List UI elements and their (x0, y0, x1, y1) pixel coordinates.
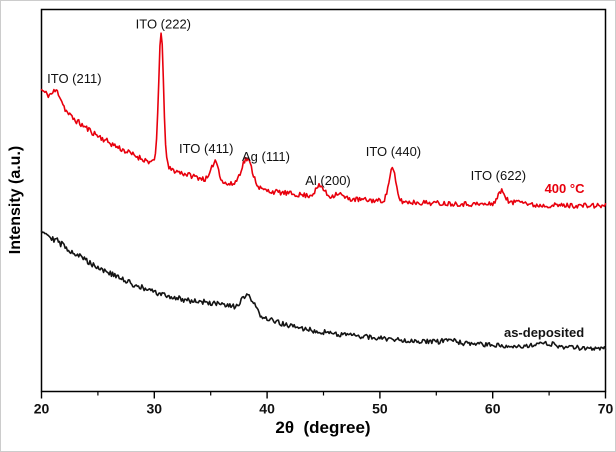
x-tick-label: 20 (34, 401, 50, 417)
peak-label-ito-411: ITO (411) (179, 141, 233, 156)
x-axis-title: 2θ (degree) (275, 418, 371, 437)
peak-label-ito-440: ITO (440) (366, 144, 421, 159)
series-label-as-deposited: as-deposited (504, 325, 584, 340)
series-label-400-c: 400 °C (545, 181, 586, 196)
x-tick-label: 30 (147, 401, 163, 417)
x-tick-label: 40 (259, 401, 275, 417)
peak-label-ito-211: ITO (211) (47, 71, 101, 86)
peak-label-ag-111: Ag (111) (242, 149, 290, 164)
peak-label-ito-222: ITO (222) (136, 17, 191, 32)
x-tick-label: 70 (598, 401, 614, 417)
curve-as-deposited (40, 230, 607, 351)
x-tick-label: 60 (485, 401, 501, 417)
x-tick-label: 50 (372, 401, 388, 417)
curve-400-c (40, 32, 607, 209)
y-axis-title: Intensity (a.u.) (7, 145, 24, 255)
peak-label-ito-622: ITO (622) (471, 168, 526, 183)
peak-label-al-200: Al (200) (305, 173, 351, 188)
